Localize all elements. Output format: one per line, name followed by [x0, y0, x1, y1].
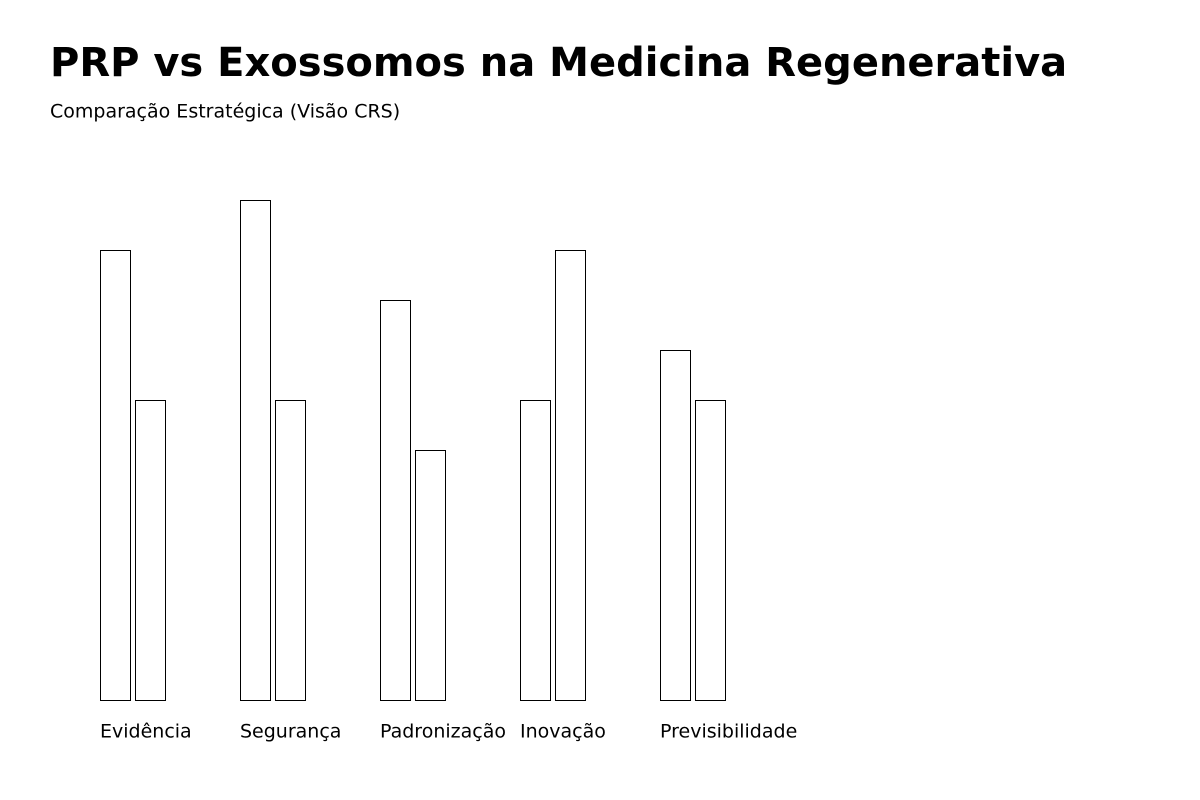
bar	[275, 400, 306, 701]
x-tick-label: Padronização	[380, 721, 506, 743]
bar	[100, 250, 131, 701]
bar	[135, 400, 166, 701]
chart-subtitle: Comparação Estratégica (Visão CRS)	[50, 101, 400, 123]
bar	[240, 200, 271, 701]
bar	[415, 450, 446, 701]
chart-title: PRP vs Exossomos na Medicina Regenerativ…	[50, 40, 1067, 86]
bar	[660, 350, 691, 701]
x-tick-label: Previsibilidade	[660, 721, 797, 743]
bar	[380, 300, 411, 701]
bar	[520, 400, 551, 701]
x-tick-label: Evidência	[100, 721, 192, 743]
bar	[695, 400, 726, 701]
x-tick-label: Segurança	[240, 721, 341, 743]
bar	[555, 250, 586, 701]
x-tick-label: Inovação	[520, 721, 606, 743]
